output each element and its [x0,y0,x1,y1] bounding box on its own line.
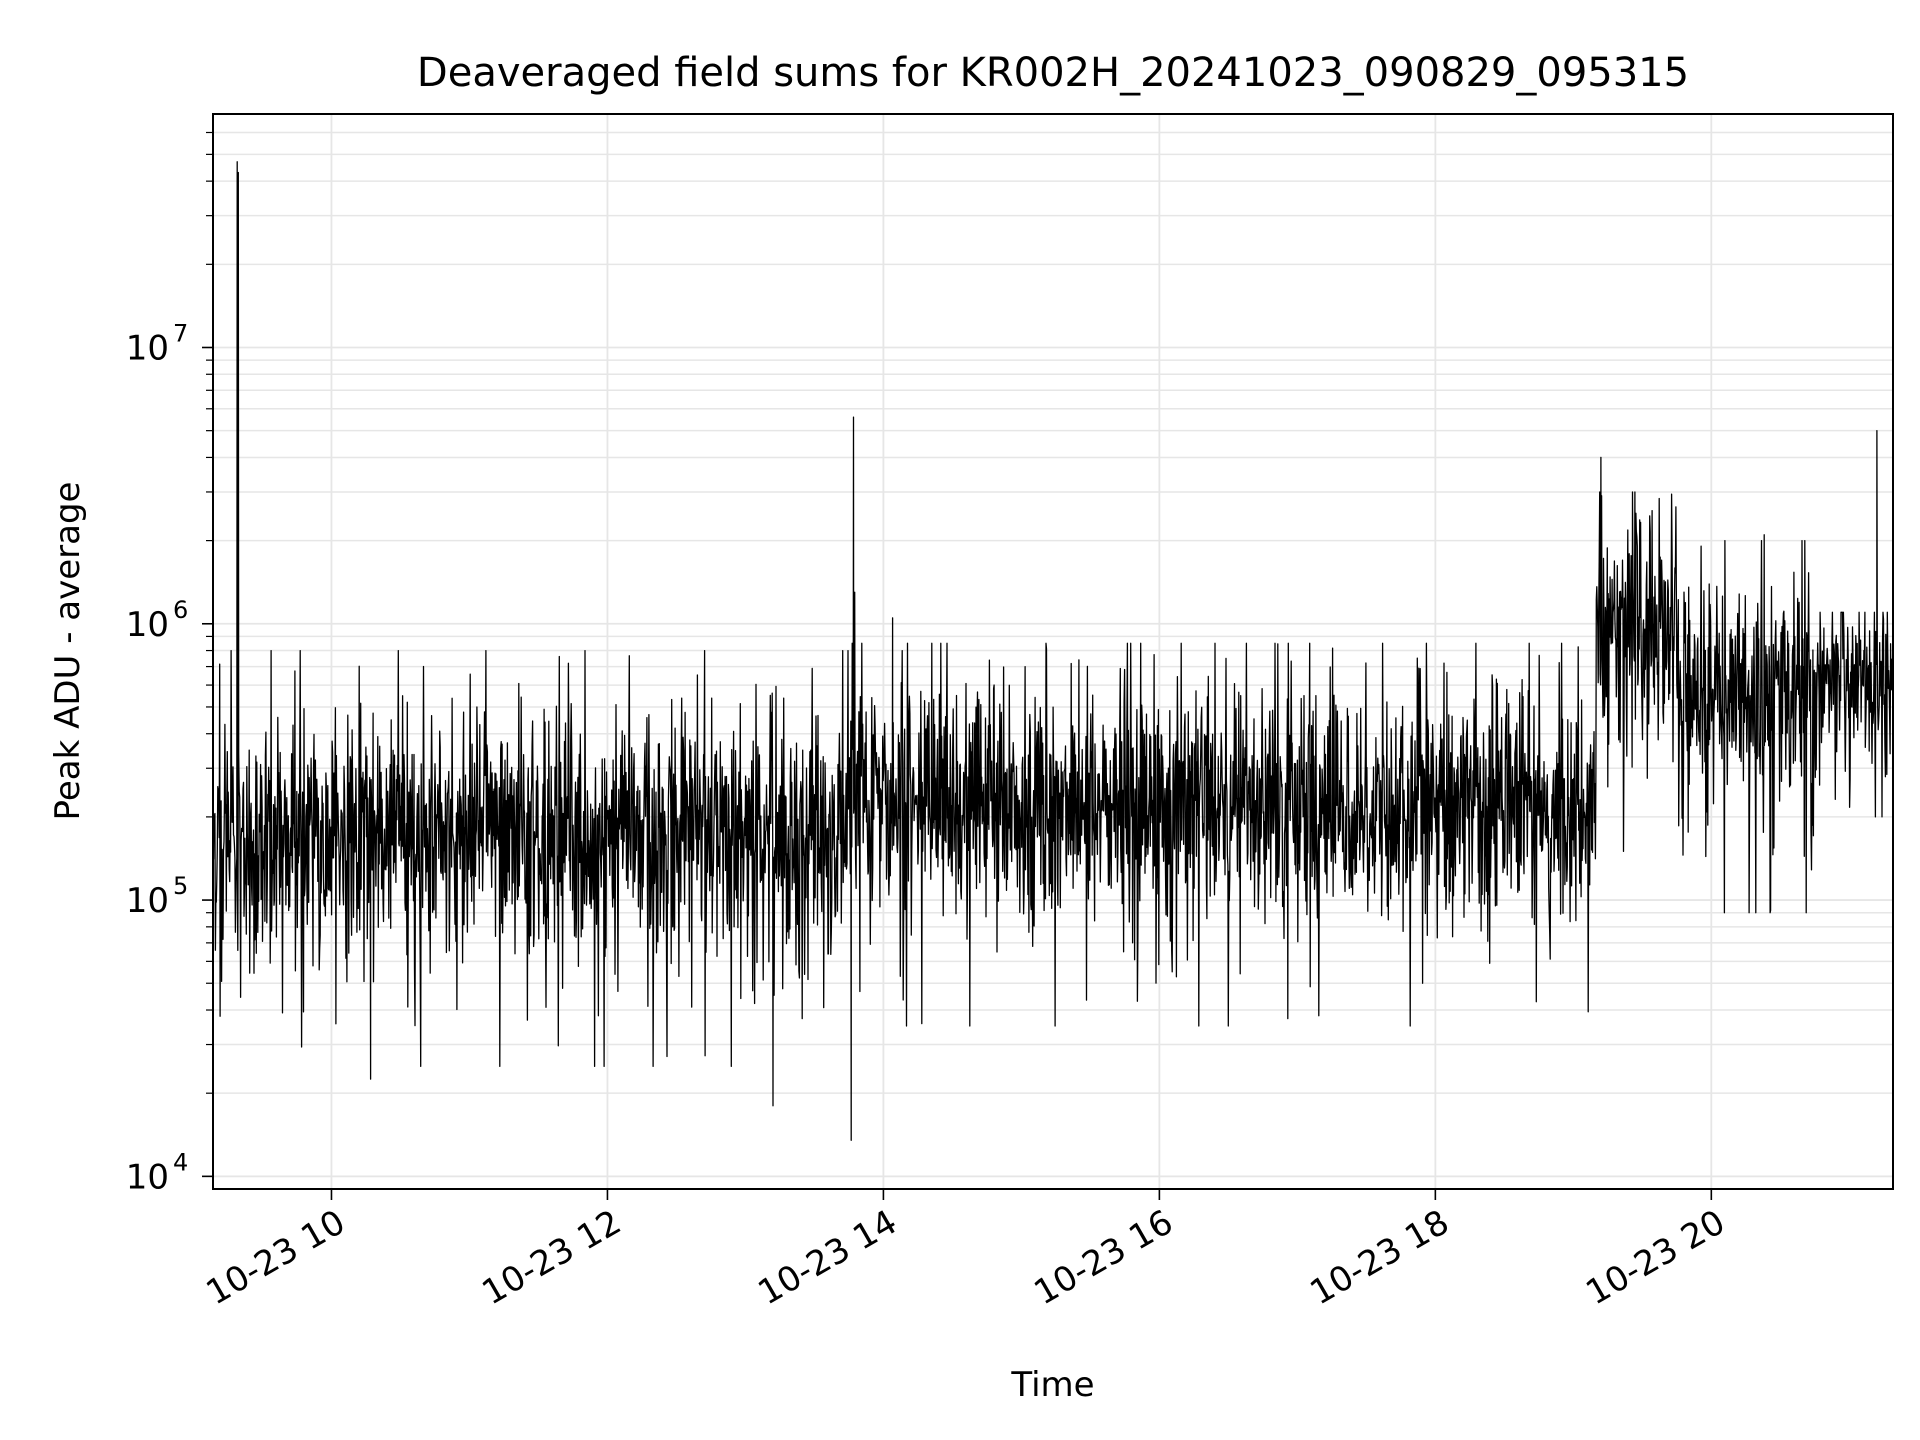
x-tick-label: 10-23 14 [752,1202,904,1313]
chart-title: Deaveraged field sums for KR002H_2024102… [417,50,1689,96]
y-tick-label-exponent: 6 [173,596,188,624]
x-tick-label: 10-23 16 [1027,1202,1179,1313]
plot-area [212,161,1894,1141]
x-tick-label: 10-23 20 [1579,1202,1731,1313]
grid [213,114,1893,1189]
x-tick-label: 10-23 12 [476,1202,628,1313]
x-tick-label: 10-23 10 [200,1202,352,1313]
y-tick-label-exponent: 4 [173,1148,188,1176]
x-tick-label: 10-23 18 [1303,1202,1455,1313]
y-axis-label: Peak ADU - average [48,482,88,821]
series-line-0 [212,161,1894,1141]
plot-frame [212,113,1894,1190]
y-tick-label-exponent: 5 [173,872,188,900]
y-tick-label: 10 [126,605,169,645]
x-axis-label: Time [1010,1365,1094,1405]
y-tick-label: 10 [126,1157,169,1197]
y-tick-label: 10 [126,328,169,368]
y-tick-label: 10 [126,881,169,921]
y-tick-label-exponent: 7 [173,319,188,347]
